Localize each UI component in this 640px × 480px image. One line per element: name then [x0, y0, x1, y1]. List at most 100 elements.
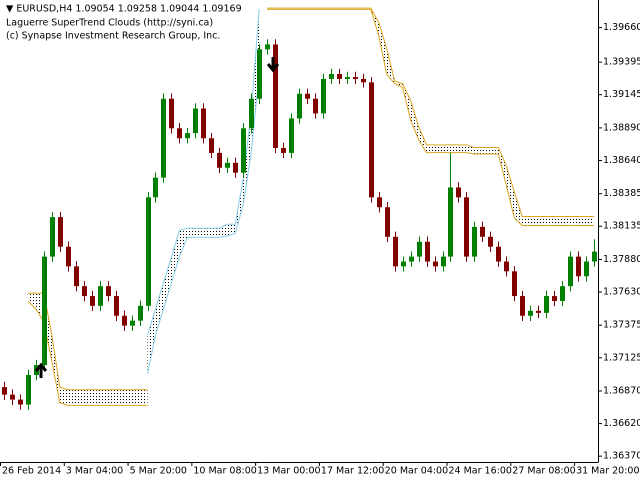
- candle-body: [50, 217, 55, 257]
- candle-body: [385, 207, 390, 237]
- candle-body: [329, 73, 334, 79]
- candle-body: [42, 256, 47, 366]
- candle-body: [297, 93, 302, 119]
- candle-body: [377, 197, 382, 208]
- candle-body: [576, 256, 581, 277]
- candle-body: [265, 44, 270, 50]
- candle-body: [185, 133, 190, 139]
- candle-body: [153, 177, 158, 198]
- y-tick-label: 1.37375: [603, 320, 640, 331]
- candle-body: [209, 138, 214, 153]
- candle-body: [369, 82, 374, 198]
- sell-arrow: [266, 57, 280, 73]
- x-tick-label: 24 Mar 16:00: [449, 466, 512, 477]
- x-tick-label: 20 Mar 04:00: [385, 466, 448, 477]
- candle-body: [257, 49, 262, 99]
- y-tick-label: 1.36620: [603, 418, 640, 429]
- x-tick-label: 31 Mar 20:00: [576, 466, 639, 477]
- candle-body: [536, 310, 541, 313]
- candle-body: [353, 76, 358, 79]
- x-tick-label: 13 Mar 00:00: [257, 466, 320, 477]
- candle-body: [225, 162, 230, 168]
- candle-body: [2, 387, 7, 395]
- candle-body: [448, 187, 453, 257]
- candle-body: [201, 108, 206, 139]
- clouds: [27, 7, 595, 406]
- candle-body: [361, 78, 366, 83]
- candles: [2, 39, 597, 410]
- candle-body: [488, 236, 493, 247]
- candle-body: [472, 226, 477, 257]
- candle-body: [568, 256, 573, 287]
- candle-body: [441, 256, 446, 267]
- y-tick-label: 1.36870: [603, 386, 640, 397]
- y-tick-label: 1.38385: [603, 188, 640, 199]
- candle-body: [313, 98, 318, 114]
- candle-body: [146, 197, 151, 306]
- y-tick-label: 1.39395: [603, 57, 640, 68]
- candle-body: [560, 286, 565, 302]
- chart-title: ▼ EURUSD,H4 1.09054 1.09258 1.09044 1.09…: [6, 4, 242, 15]
- candle-body: [480, 226, 485, 237]
- candle-body: [58, 217, 63, 247]
- candle-body: [74, 266, 79, 287]
- cloud-line: [147, 9, 260, 336]
- cloud-line: [147, 74, 260, 375]
- candle-body: [90, 296, 95, 306]
- copyright: (c) Synapse Investment Research Group, I…: [6, 31, 220, 42]
- y-tick-label: 1.38890: [603, 122, 640, 133]
- candle-body: [433, 261, 438, 267]
- candle-body: [337, 73, 342, 79]
- cloud-line: [27, 300, 148, 406]
- candle-body: [393, 236, 398, 267]
- y-tick-label: 1.39145: [603, 89, 640, 100]
- x-tick-label: 3 Mar 04:00: [66, 466, 123, 477]
- candle-body: [281, 147, 286, 153]
- cloud-line: [267, 8, 595, 227]
- candle-body: [289, 118, 294, 153]
- x-tick-label: 5 Mar 20:00: [130, 466, 187, 477]
- y-tick-label: 1.39660: [603, 22, 640, 33]
- candle-body: [464, 197, 469, 257]
- candle-body: [544, 296, 549, 313]
- candle-body: [169, 98, 174, 129]
- candle-body: [592, 251, 597, 262]
- candle-body: [18, 399, 23, 405]
- candle-body: [496, 246, 501, 262]
- candle-body: [401, 261, 406, 267]
- candle-body: [233, 162, 238, 173]
- candle-body: [425, 241, 430, 262]
- candle-body: [552, 296, 557, 302]
- candle-body: [193, 108, 198, 134]
- candle-body: [161, 98, 166, 178]
- candle-body: [504, 261, 509, 272]
- candle-body: [177, 128, 182, 139]
- y-tick-label: 1.38135: [603, 221, 640, 232]
- candle-body: [345, 76, 350, 79]
- candle-body: [130, 320, 135, 326]
- x-tick-label: 27 Mar 08:00: [512, 466, 575, 477]
- candle-body: [584, 261, 589, 277]
- x-tick-label: 17 Mar 12:00: [321, 466, 384, 477]
- y-tick-label: 1.38640: [603, 155, 640, 166]
- y-tick-label: 1.37125: [603, 352, 640, 363]
- candle-body: [409, 256, 414, 262]
- candle-body: [114, 296, 119, 316]
- candle-body: [241, 128, 246, 173]
- y-tick-label: 1.37880: [603, 254, 640, 265]
- x-tick-label: 26 Feb 2014: [2, 466, 61, 477]
- candle-body: [512, 271, 517, 297]
- cloud-line: [267, 7, 595, 217]
- x-tick-label: 10 Mar 08:00: [193, 466, 256, 477]
- y-tick-label: 1.36370: [603, 451, 640, 462]
- candle-body: [106, 286, 111, 297]
- candle-body: [321, 78, 326, 114]
- candle-body: [82, 286, 87, 297]
- candle-body: [122, 315, 127, 326]
- candle-body: [456, 187, 461, 198]
- candle-body: [138, 305, 143, 321]
- cloud-line: [27, 292, 148, 391]
- candle-body: [528, 310, 533, 316]
